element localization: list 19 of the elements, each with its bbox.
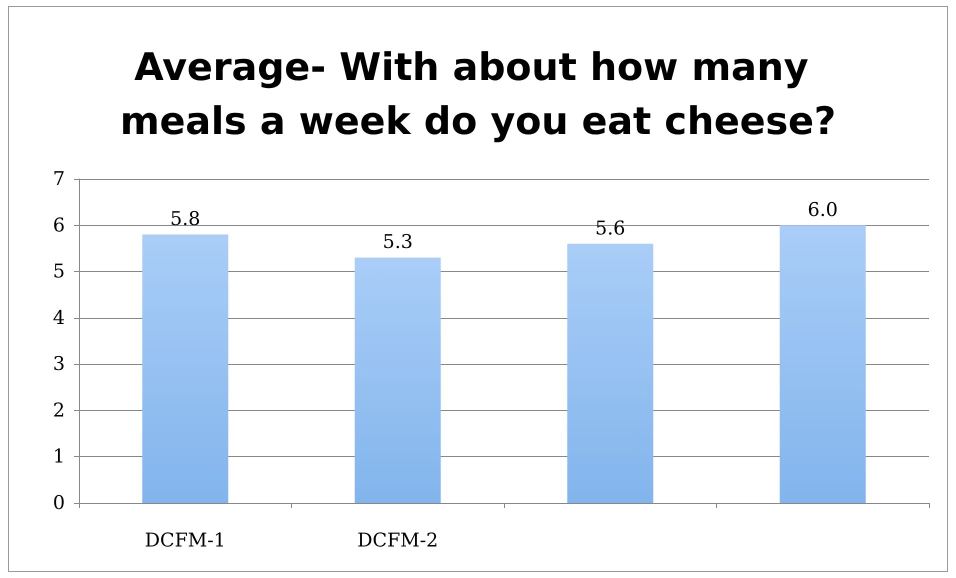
data-label: 5.3 [382, 231, 413, 254]
bar [780, 225, 866, 503]
y-tick-label: 1 [52, 446, 65, 468]
data-label: 5.8 [170, 208, 200, 230]
y-tick-label: 0 [52, 492, 65, 514]
y-tick-label: 2 [52, 399, 65, 422]
y-tick-label: 5 [52, 260, 65, 283]
chart-title: Average- With about how many meals a week do you eat cheese? [120, 45, 836, 143]
bar [142, 234, 228, 503]
data-label: 6.0 [808, 198, 838, 221]
x-tick-label: DCFM-2 [357, 530, 438, 552]
bar [567, 244, 654, 503]
y-tick-label: 4 [52, 306, 65, 329]
y-tick-label: 3 [52, 353, 65, 376]
data-label: 5.6 [595, 217, 626, 240]
bar [354, 258, 441, 503]
y-tick-label: 6 [52, 214, 65, 236]
y-tick-label: 7 [52, 168, 65, 190]
x-tick-label: DCFM-1 [144, 530, 226, 552]
